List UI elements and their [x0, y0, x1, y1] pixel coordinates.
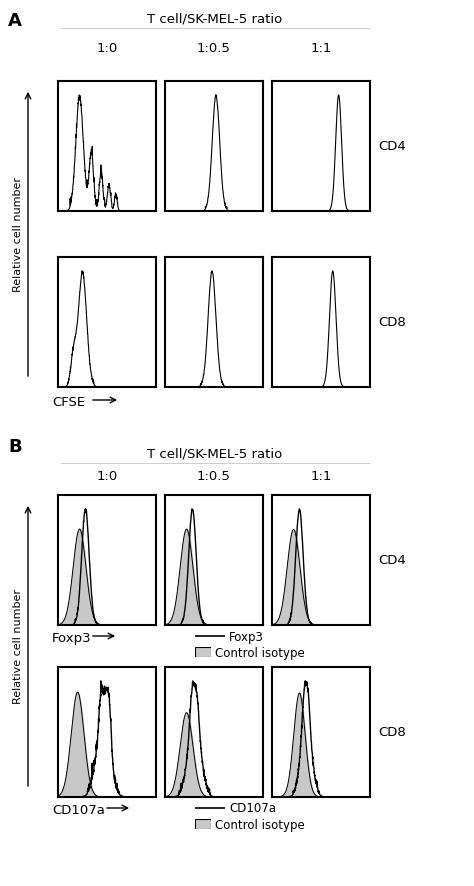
Text: Foxp3: Foxp3: [229, 630, 264, 642]
Text: T cell/SK-MEL-5 ratio: T cell/SK-MEL-5 ratio: [147, 12, 283, 26]
Text: Control isotype: Control isotype: [215, 818, 305, 830]
Text: CD4: CD4: [378, 554, 406, 567]
Text: CD4: CD4: [378, 140, 406, 153]
Text: Foxp3: Foxp3: [52, 632, 91, 644]
Text: CD8: CD8: [378, 726, 406, 739]
Text: 1:0: 1:0: [96, 42, 118, 55]
Text: 1:0.5: 1:0.5: [197, 42, 231, 55]
Text: 1:0: 1:0: [96, 470, 118, 483]
Text: B: B: [8, 438, 22, 455]
Text: CD107a: CD107a: [229, 802, 276, 814]
Text: 1:1: 1:1: [310, 470, 332, 483]
Text: Control isotype: Control isotype: [215, 646, 305, 659]
Text: 1:1: 1:1: [310, 42, 332, 55]
Text: Relative cell number: Relative cell number: [13, 589, 23, 703]
Text: T cell/SK-MEL-5 ratio: T cell/SK-MEL-5 ratio: [147, 447, 283, 460]
Text: CD107a: CD107a: [52, 803, 105, 816]
Text: A: A: [8, 12, 22, 30]
Text: CFSE: CFSE: [52, 395, 85, 408]
Text: 1:0.5: 1:0.5: [197, 470, 231, 483]
Text: CD8: CD8: [378, 316, 406, 329]
Text: Relative cell number: Relative cell number: [13, 177, 23, 292]
